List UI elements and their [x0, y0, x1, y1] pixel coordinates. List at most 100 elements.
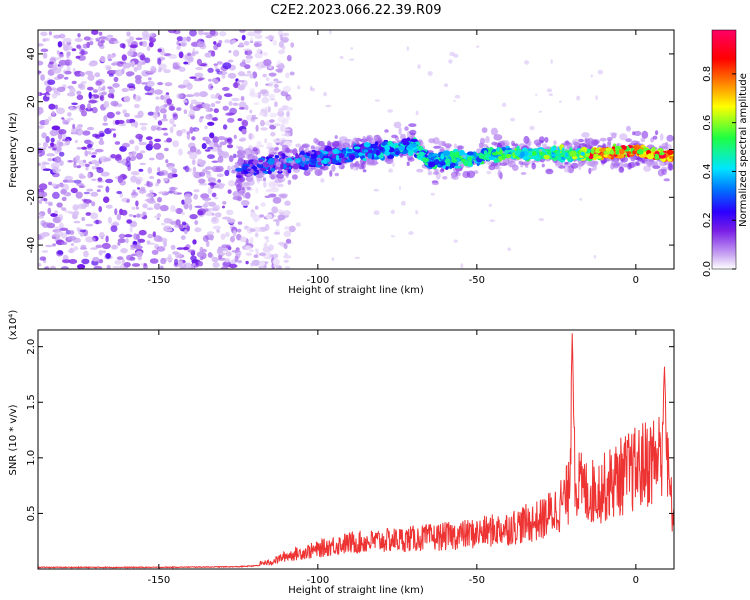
- noise-blob: [92, 89, 98, 93]
- speck-blob: [501, 102, 507, 108]
- speck-blob: [453, 239, 458, 243]
- speck-blob: [539, 148, 543, 152]
- noise-blob: [194, 220, 199, 226]
- ridge-blob: [532, 151, 537, 156]
- noise-blob: [261, 89, 270, 97]
- noise-blob: [202, 103, 211, 109]
- noise-blob: [207, 187, 213, 195]
- noise-blob: [113, 76, 119, 82]
- noise-blob: [156, 246, 166, 252]
- noise-blob: [202, 32, 211, 35]
- halo-blob: [643, 165, 651, 172]
- noise-blob: [249, 237, 254, 244]
- noise-blob: [38, 215, 45, 219]
- noise-blob: [283, 254, 292, 259]
- speck-blob: [284, 266, 291, 269]
- noise-blob: [97, 86, 102, 92]
- halo-blob: [485, 136, 490, 144]
- snr-y-axis-label: SNR (10 * v/v): [8, 404, 19, 475]
- noise-blob: [87, 86, 94, 91]
- noise-blob: [245, 55, 253, 60]
- noise-blob: [61, 196, 67, 202]
- noise-blob: [70, 243, 75, 246]
- ridge-blob: [301, 156, 306, 162]
- noise-blob: [115, 111, 121, 115]
- noise-blob: [109, 40, 113, 44]
- noise-blob: [58, 129, 67, 135]
- noise-blob: [223, 93, 233, 97]
- halo-blob: [481, 143, 488, 148]
- noise-blob: [59, 151, 65, 157]
- noise-blob: [46, 153, 56, 157]
- noise-blob: [59, 227, 69, 231]
- noise-blob: [157, 196, 162, 203]
- halo-blob: [481, 127, 488, 133]
- noise-blob: [77, 33, 81, 38]
- noise-blob: [98, 206, 102, 213]
- halo-blob: [362, 136, 367, 144]
- noise-blob: [272, 39, 278, 46]
- noise-blob: [159, 170, 169, 176]
- noise-blob: [217, 136, 226, 141]
- noise-blob: [231, 250, 240, 253]
- noise-blob: [62, 133, 67, 140]
- noise-blob: [285, 117, 292, 120]
- noise-blob: [134, 95, 142, 102]
- noise-blob: [154, 138, 162, 142]
- noise-blob: [152, 231, 156, 238]
- noise-blob: [149, 176, 155, 179]
- noise-blob: [245, 260, 249, 265]
- noise-blob: [194, 205, 203, 208]
- noise-blob: [85, 163, 90, 167]
- ridge-blob: [371, 143, 378, 149]
- halo-blob: [490, 127, 498, 136]
- x-tick-label: -50: [469, 275, 485, 286]
- noise-blob: [91, 155, 96, 158]
- y-tick-label: 0: [26, 146, 37, 152]
- noise-blob: [157, 48, 162, 53]
- noise-blob: [91, 30, 99, 35]
- noise-blob: [192, 239, 197, 245]
- noise-blob: [102, 250, 106, 254]
- speck-blob: [388, 168, 393, 173]
- noise-blob: [51, 93, 58, 99]
- ridge-blob: [341, 148, 347, 152]
- halo-blob: [545, 168, 554, 175]
- noise-blob: [129, 139, 135, 145]
- speck-blob: [350, 47, 354, 50]
- noise-blob: [268, 65, 273, 69]
- noise-blob: [50, 213, 58, 217]
- speck-blob: [387, 109, 394, 113]
- speck-blob: [529, 125, 535, 131]
- speck-blob: [457, 161, 464, 166]
- halo-blob: [511, 140, 515, 147]
- ridge-blob: [463, 159, 469, 167]
- noise-blob: [86, 188, 94, 192]
- noise-blob: [85, 236, 94, 243]
- noise-blob: [232, 49, 240, 57]
- noise-blob: [176, 45, 181, 51]
- noise-blob: [167, 172, 175, 179]
- noise-blob: [169, 105, 176, 111]
- ridge-blob: [522, 155, 531, 160]
- noise-blob: [284, 200, 291, 206]
- ridge-blob: [358, 152, 364, 157]
- noise-blob: [239, 30, 246, 33]
- ridge-blob: [387, 154, 395, 159]
- halo-blob: [493, 134, 503, 141]
- noise-blob: [157, 82, 164, 86]
- ridge-blob: [292, 163, 300, 170]
- noise-blob: [98, 31, 103, 36]
- noise-blob: [155, 105, 160, 113]
- noise-blob: [134, 103, 140, 109]
- noise-blob: [107, 58, 113, 62]
- speck-blob: [489, 219, 496, 222]
- noise-blob: [268, 72, 277, 77]
- noise-blob: [282, 85, 292, 93]
- noise-blob: [38, 92, 41, 96]
- noise-blob: [227, 72, 237, 79]
- ridge-blob: [520, 151, 525, 158]
- noise-blob: [196, 251, 205, 258]
- noise-blob: [127, 50, 134, 57]
- noise-blob: [107, 216, 112, 224]
